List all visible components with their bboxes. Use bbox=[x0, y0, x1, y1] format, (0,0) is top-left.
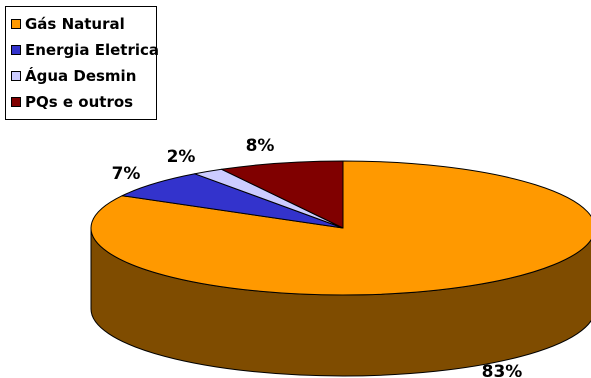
legend-item-energia-eletrica: Energia Eletrica bbox=[11, 40, 159, 60]
legend-label-agua-desmin: Água Desmin bbox=[25, 67, 137, 85]
legend-swatch-pqs-e-outros bbox=[11, 97, 21, 107]
legend-swatch-gas-natural bbox=[11, 19, 21, 29]
legend: Gás Natural Energia Eletrica Água Desmin… bbox=[5, 6, 159, 120]
slice-label-gas-natural: 83% bbox=[482, 362, 523, 378]
legend-label-gas-natural: Gás Natural bbox=[25, 15, 125, 33]
legend-label-pqs-e-outros: PQs e outros bbox=[25, 93, 134, 111]
legend-item-pqs-e-outros: PQs e outros bbox=[11, 92, 133, 112]
slice-pqs-e-outros bbox=[221, 160, 344, 229]
legend-label-energia-eletrica: Energia Eletrica bbox=[25, 41, 160, 59]
legend-swatch-energia-eletrica bbox=[11, 45, 21, 55]
legend-swatch-agua-desmin bbox=[11, 71, 21, 81]
legend-item-gas-natural: Gás Natural bbox=[11, 14, 125, 34]
legend-item-agua-desmin: Água Desmin bbox=[11, 66, 136, 86]
slice-label-energia-eletrica: 7% bbox=[112, 164, 141, 184]
slice-label-pqs-e-outros: 8% bbox=[246, 136, 275, 156]
slice-energia-eletrica bbox=[121, 173, 344, 229]
slice-label-agua-desmin: 2% bbox=[167, 147, 196, 167]
